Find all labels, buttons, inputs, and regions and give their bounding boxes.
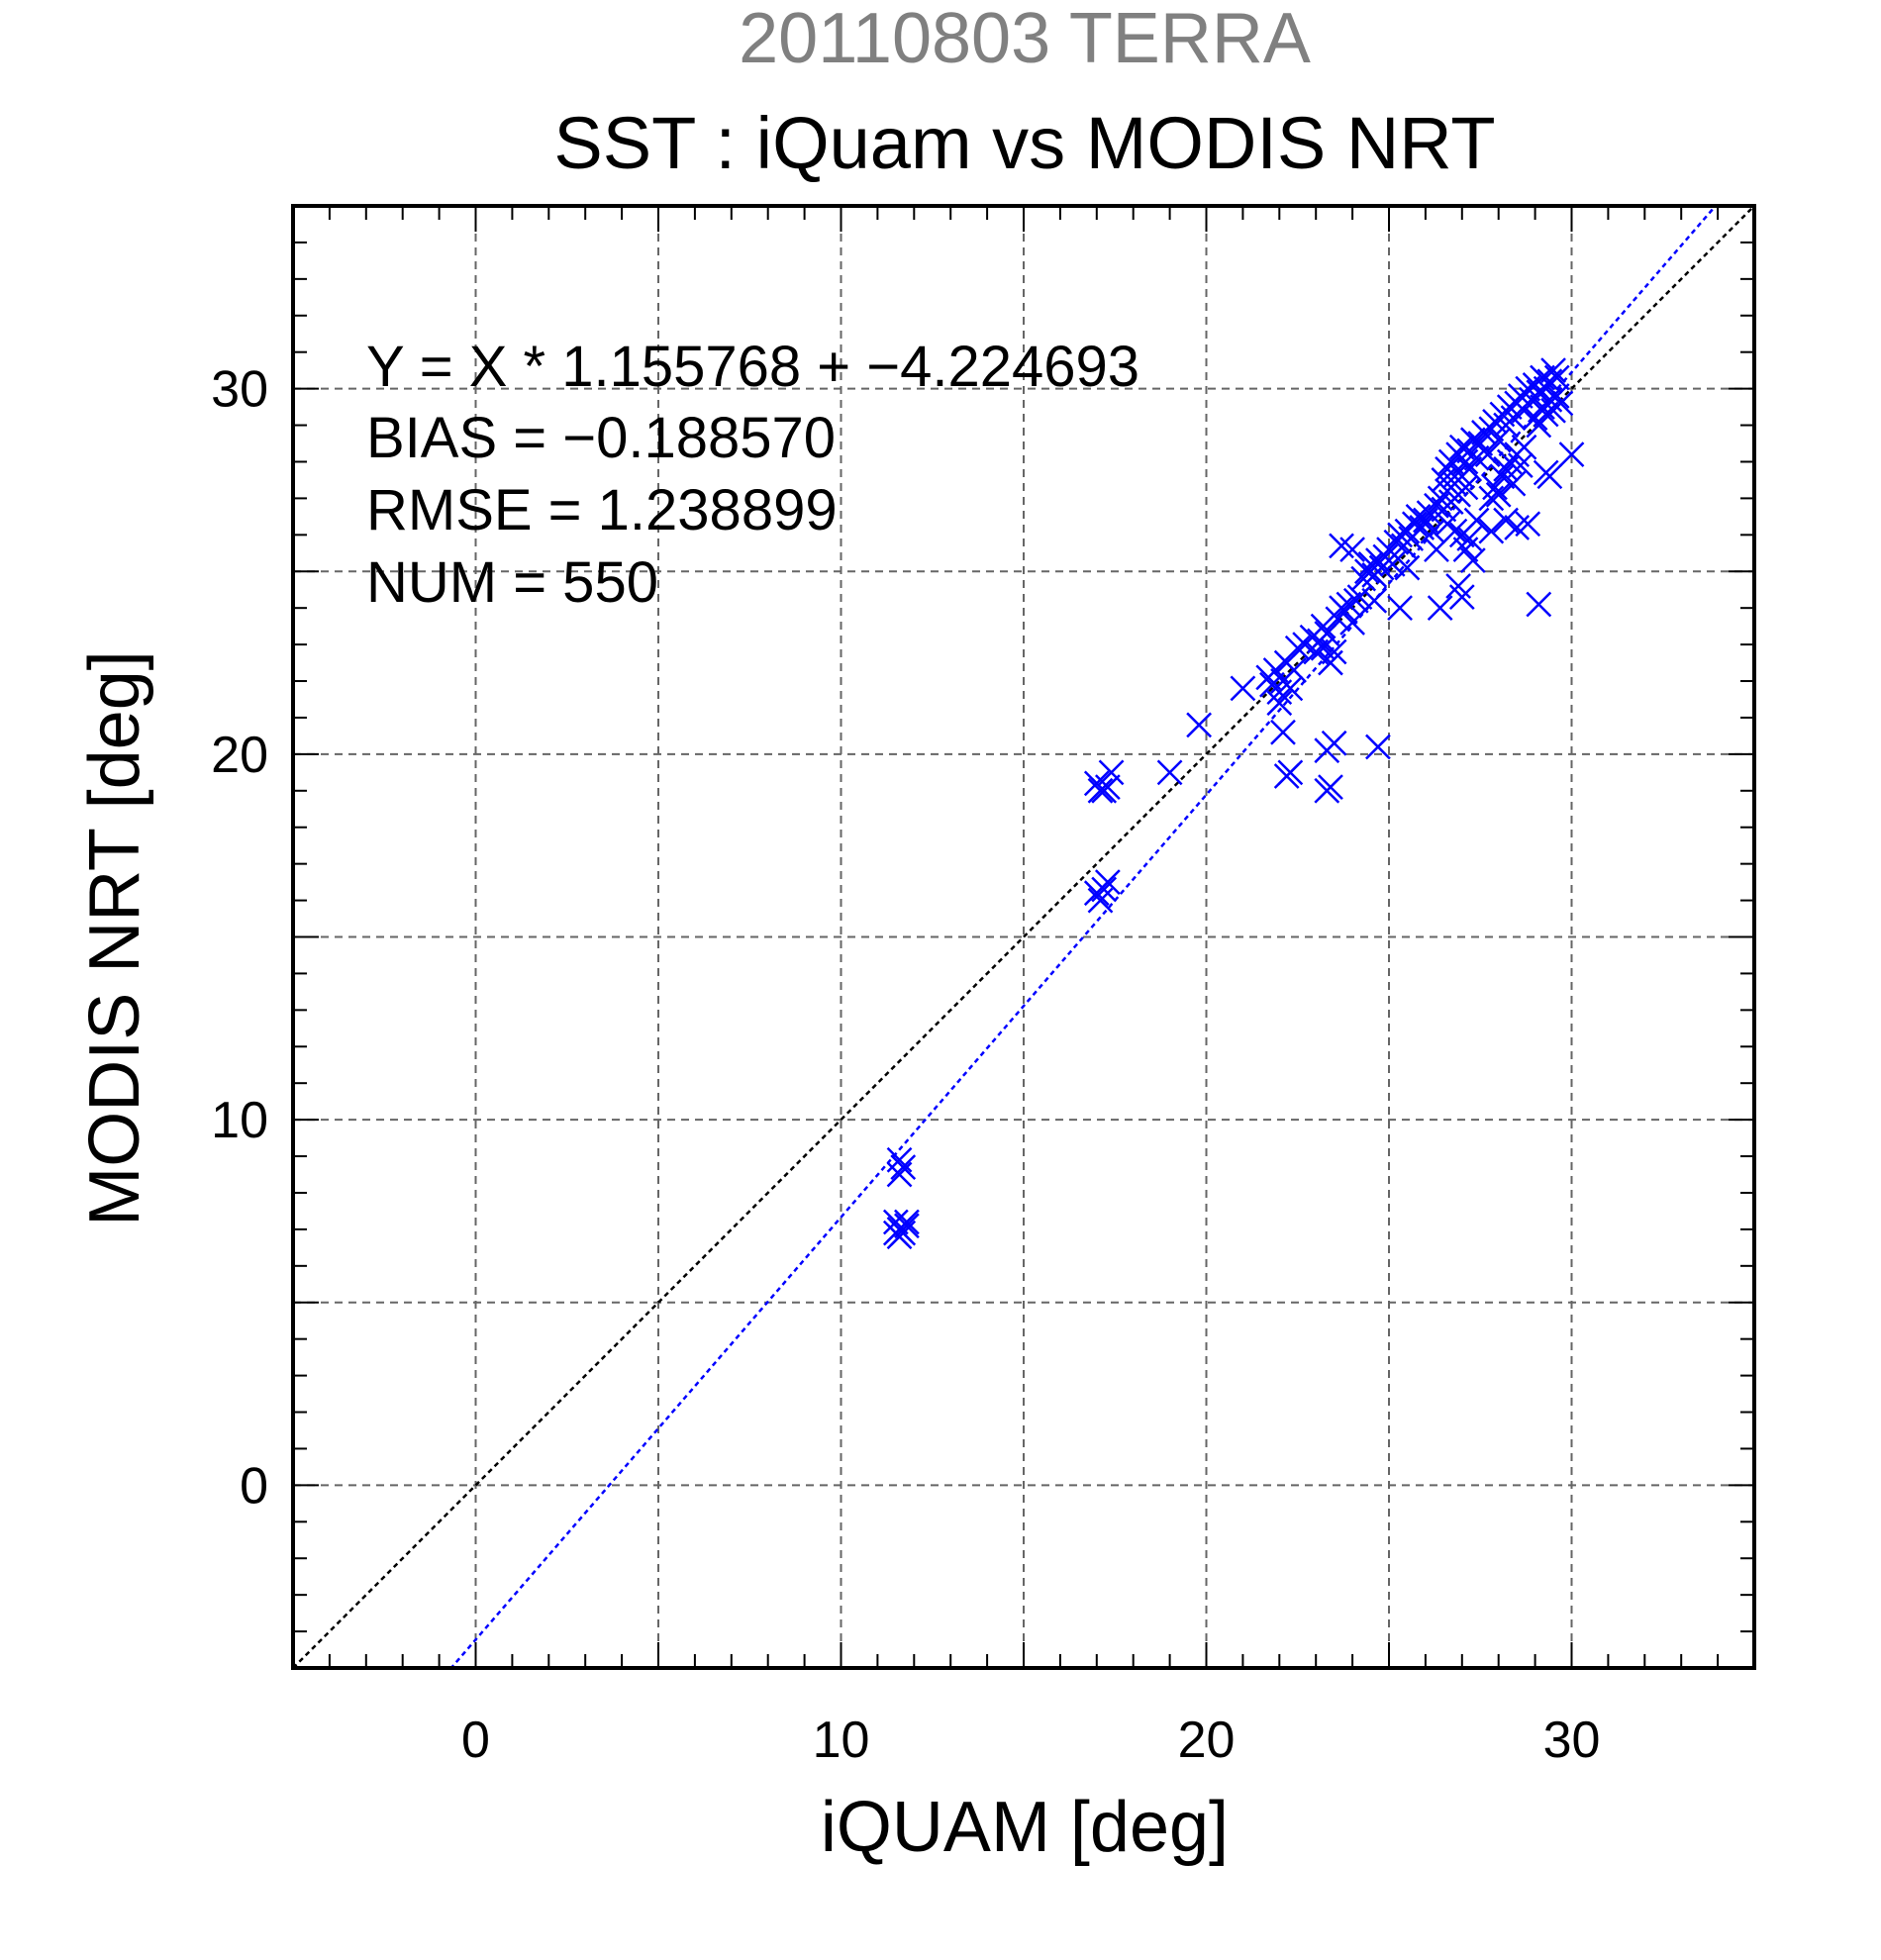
data-point <box>1543 383 1570 409</box>
plot-frame <box>291 204 1756 1670</box>
data-point <box>1536 463 1563 490</box>
data-point <box>1091 876 1118 903</box>
num-stat: NUM = 550 <box>366 550 658 615</box>
data-point <box>1339 537 1365 562</box>
chart-title: SST : iQuam vs MODIS NRT <box>553 102 1495 184</box>
data-point <box>1493 507 1519 534</box>
data-point <box>1533 401 1559 428</box>
regression-line <box>449 206 1718 1668</box>
data-point <box>1540 357 1566 384</box>
y-tick-label: 30 <box>211 361 268 419</box>
data-point <box>1361 587 1388 614</box>
data-point <box>1547 390 1574 417</box>
data-point <box>1098 759 1125 786</box>
data-point <box>1441 463 1468 490</box>
data-point <box>1489 463 1516 490</box>
y-tick-label: 10 <box>211 1092 268 1149</box>
x-tick-label: 10 <box>813 1712 870 1769</box>
data-point <box>1485 427 1512 453</box>
data-point <box>1478 416 1505 442</box>
data-point <box>1493 455 1519 482</box>
data-point <box>894 1213 920 1239</box>
data-point <box>1424 537 1449 562</box>
data-point <box>1543 364 1570 391</box>
x-tick-label: 0 <box>461 1712 490 1769</box>
data-point <box>1314 737 1340 764</box>
data-point <box>1266 690 1293 717</box>
data-point <box>1387 595 1413 622</box>
grid-lines <box>293 206 1754 1668</box>
data-point <box>1314 621 1340 646</box>
data-point <box>1277 759 1304 786</box>
data-point <box>1339 610 1365 636</box>
data-point <box>1500 470 1527 497</box>
data-point <box>1413 507 1438 534</box>
y-axis-label: MODIS NRT [deg] <box>75 650 154 1226</box>
data-points <box>882 357 1585 1250</box>
data-point <box>886 1161 913 1188</box>
data-point <box>1230 675 1256 702</box>
chart-suptitle: 20110803 TERRA <box>739 0 1311 78</box>
data-point <box>1094 869 1121 895</box>
data-point <box>890 1154 917 1181</box>
data-point <box>1394 554 1421 581</box>
data-point <box>1463 507 1490 534</box>
data-point <box>1485 481 1512 508</box>
data-point <box>1459 547 1486 574</box>
data-point <box>1318 774 1343 800</box>
y-tick-label: 20 <box>211 727 268 784</box>
bias-stat: BIAS = −0.188570 <box>366 406 836 470</box>
data-point <box>1379 550 1406 577</box>
data-point <box>1284 635 1311 661</box>
data-point <box>1321 638 1347 665</box>
statistics-annotation: Y = X * 1.155768 + −4.224693 BIAS = −0.1… <box>366 335 1139 615</box>
y-tick-label: 0 <box>240 1457 268 1515</box>
data-point <box>886 1146 913 1173</box>
data-point <box>1281 657 1307 683</box>
data-point <box>1558 441 1585 467</box>
data-point <box>1427 595 1453 622</box>
data-point <box>1456 455 1483 482</box>
data-point <box>1456 526 1483 551</box>
data-point <box>1515 511 1541 538</box>
x-tick-label: 20 <box>1178 1712 1236 1769</box>
rmse-stat: RMSE = 1.238899 <box>366 478 838 542</box>
data-point <box>1091 777 1118 804</box>
tick-labels: 0 10 20 30 0 10 20 30 <box>211 361 1600 1769</box>
regression-equation: Y = X * 1.155768 + −4.224693 <box>366 335 1139 399</box>
data-point <box>1365 734 1391 760</box>
data-point <box>1511 434 1537 460</box>
data-point <box>1478 518 1505 544</box>
data-point <box>1424 492 1449 519</box>
x-axis-label: iQUAM [deg] <box>821 1788 1229 1867</box>
data-point <box>1156 759 1183 786</box>
data-point <box>1186 712 1213 738</box>
data-point <box>1474 441 1501 467</box>
data-point <box>882 1220 909 1246</box>
data-point <box>1087 777 1114 804</box>
data-point <box>1270 719 1296 745</box>
data-point <box>1448 584 1475 610</box>
data-point <box>1526 591 1552 618</box>
data-point <box>1262 657 1289 683</box>
x-tick-label: 30 <box>1543 1712 1601 1769</box>
